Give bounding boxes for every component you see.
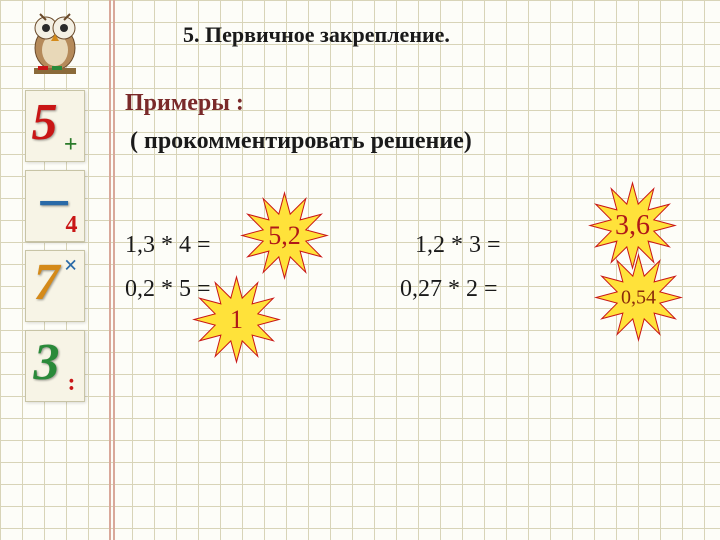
margin-line [109,0,111,540]
card-op: + [64,132,78,159]
card-digit: 4 [66,212,78,239]
card-digit: 5 [32,93,58,152]
answer-text: 1 [230,305,243,335]
equation: 1,2 * 3 = [415,232,501,259]
sidebar-card: 3 : [25,330,85,402]
starburst-answer: 5,2 [242,193,327,278]
card-digit: 7 [34,253,60,312]
answer-text: 3,6 [615,210,650,242]
answer-text: 0,54 [621,286,656,309]
card-digit: 3 [34,333,60,392]
page-title: 5. Первичное закрепление. [183,22,450,48]
owl-icon [24,6,86,76]
equation: 0,27 * 2 = [400,276,498,303]
subtitle: ( прокомментировать решение) [130,128,472,155]
card-op: × [64,253,78,280]
sidebar-card: 5 + [25,90,85,162]
answer-text: 5,2 [268,221,301,251]
sidebar-card: 7 × [25,250,85,322]
starburst-answer: 1 [194,277,279,362]
margin-line [113,0,115,540]
examples-label: Примеры : [125,90,244,117]
sidebar-card: − 4 [25,170,85,242]
card-op: : [68,370,76,397]
starburst-answer: 0,54 [596,255,681,340]
equation: 1,3 * 4 = [125,232,211,259]
sidebar: 5 + − 4 7 × 3 : [0,0,109,540]
